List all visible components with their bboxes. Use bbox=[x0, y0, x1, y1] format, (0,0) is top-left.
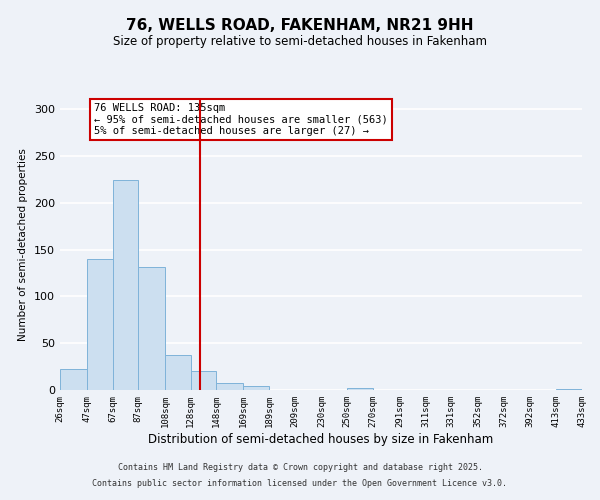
Bar bbox=[165, 356, 191, 390]
Bar bbox=[556, 389, 582, 390]
Y-axis label: Number of semi-detached properties: Number of semi-detached properties bbox=[19, 148, 28, 342]
Bar bbox=[217, 384, 244, 390]
Bar bbox=[138, 266, 165, 390]
Text: 76, WELLS ROAD, FAKENHAM, NR21 9HH: 76, WELLS ROAD, FAKENHAM, NR21 9HH bbox=[126, 18, 474, 32]
Bar bbox=[244, 386, 269, 390]
Bar bbox=[191, 372, 217, 390]
Text: Contains HM Land Registry data © Crown copyright and database right 2025.: Contains HM Land Registry data © Crown c… bbox=[118, 464, 482, 472]
Text: Size of property relative to semi-detached houses in Fakenham: Size of property relative to semi-detach… bbox=[113, 35, 487, 48]
Text: 76 WELLS ROAD: 135sqm
← 95% of semi-detached houses are smaller (563)
5% of semi: 76 WELLS ROAD: 135sqm ← 95% of semi-deta… bbox=[94, 103, 388, 136]
Bar bbox=[347, 388, 373, 390]
Bar bbox=[113, 180, 138, 390]
Text: Contains public sector information licensed under the Open Government Licence v3: Contains public sector information licen… bbox=[92, 478, 508, 488]
Bar bbox=[87, 259, 113, 390]
X-axis label: Distribution of semi-detached houses by size in Fakenham: Distribution of semi-detached houses by … bbox=[148, 432, 494, 446]
Bar bbox=[60, 370, 87, 390]
